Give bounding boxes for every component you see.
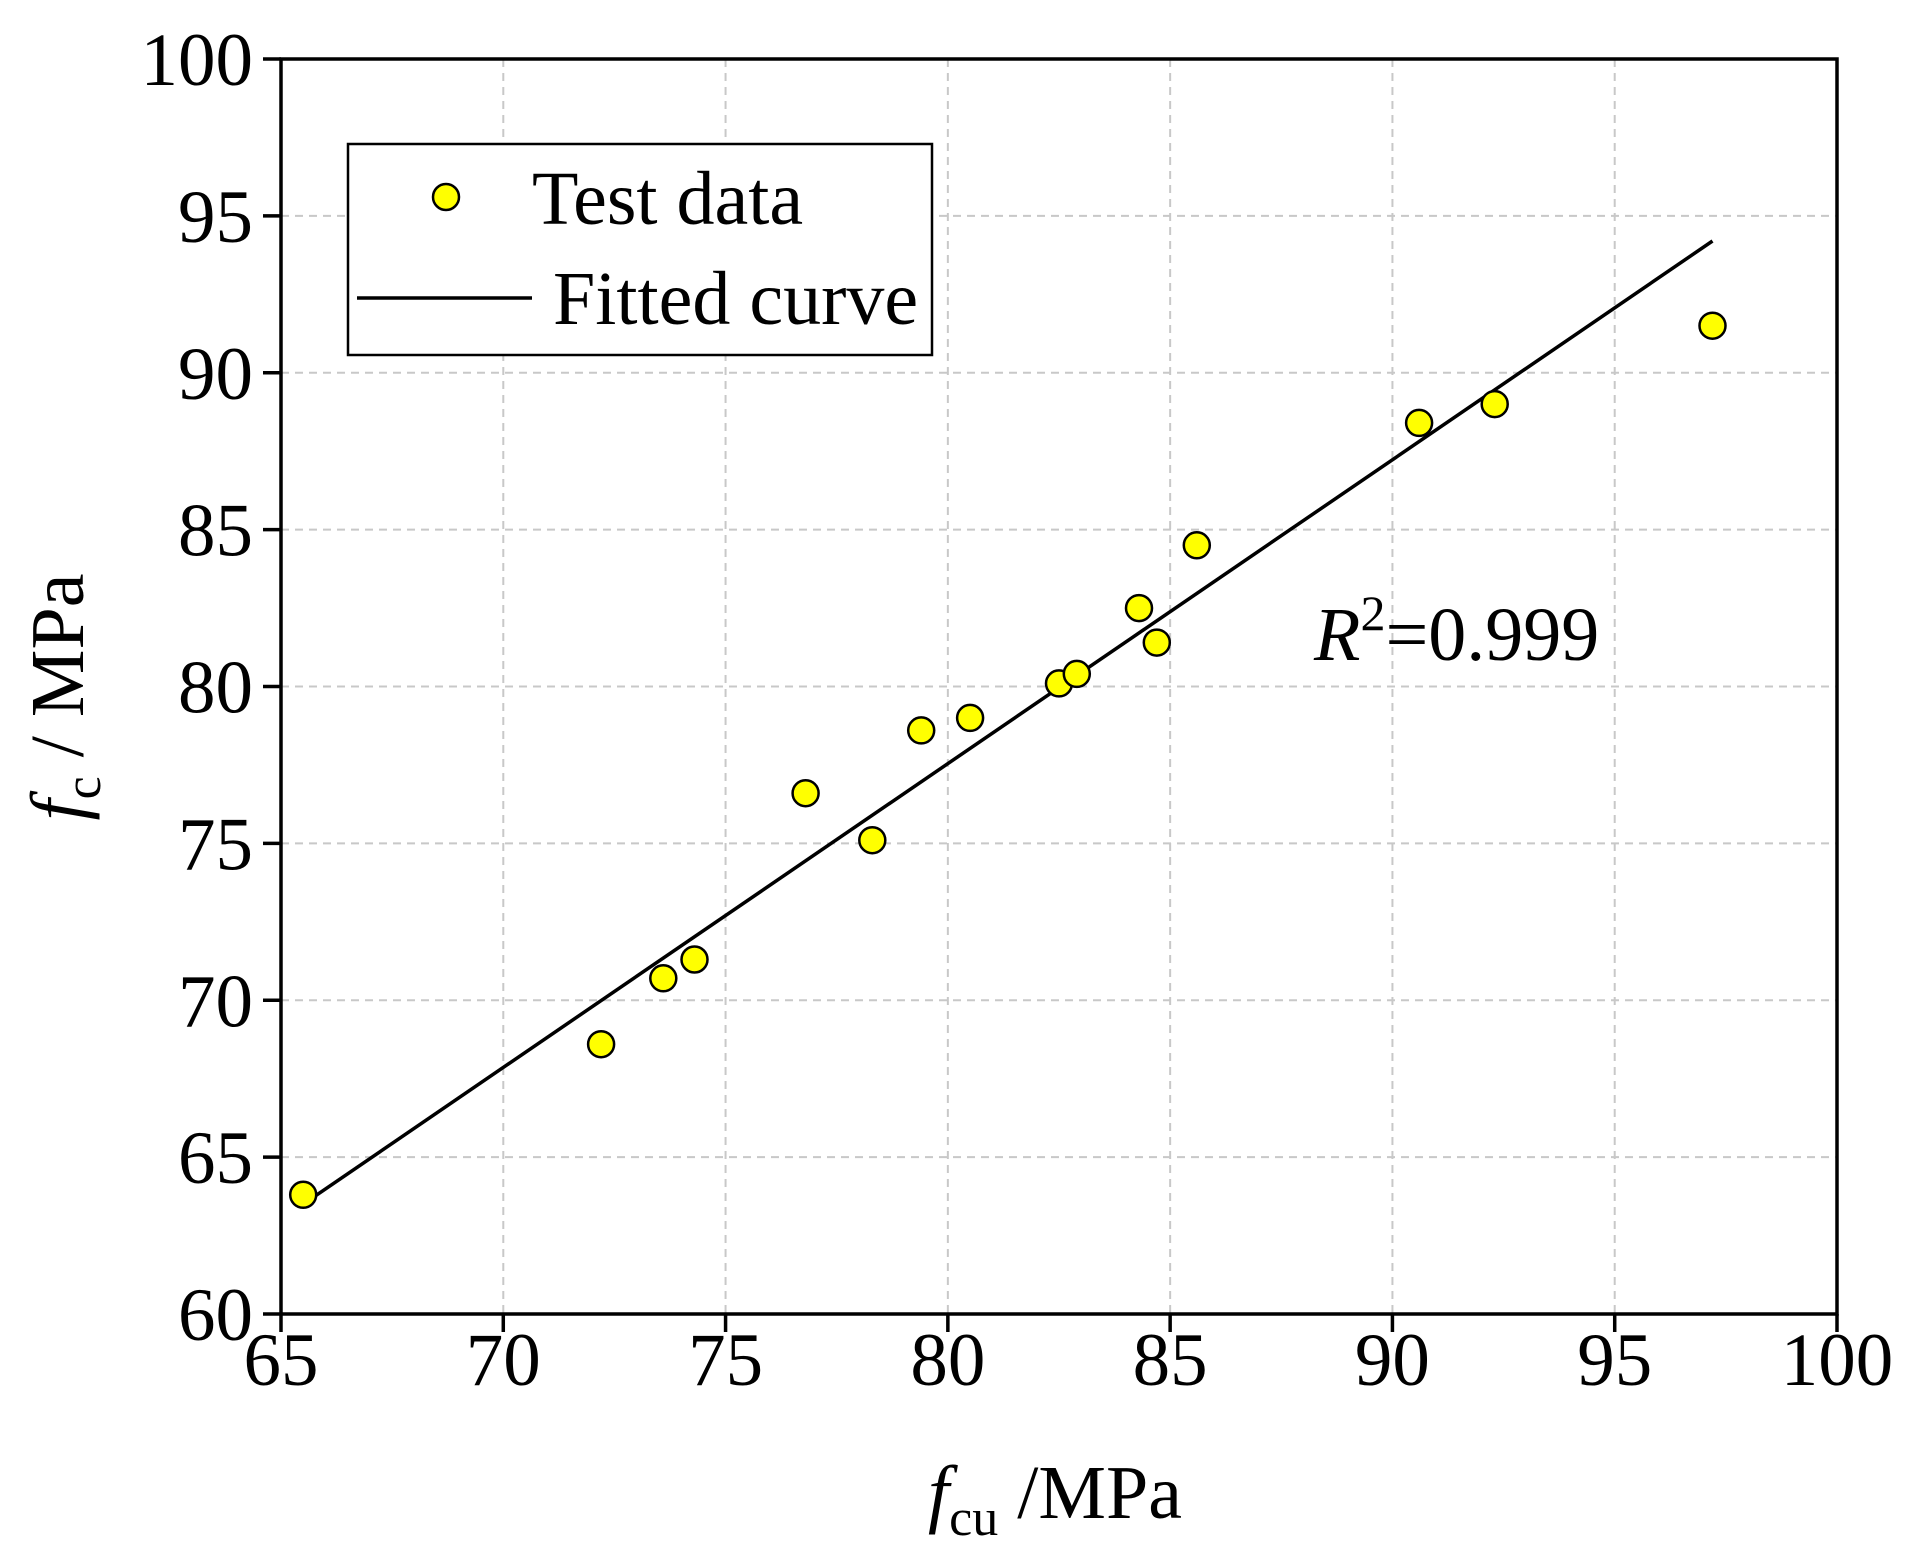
test-data-point	[1142, 628, 1172, 657]
x-tick-label: 95	[1577, 1319, 1652, 1402]
test-data-point	[1404, 408, 1434, 438]
legend-label-fitted-curve: Fitted curve	[553, 257, 918, 341]
r-squared-annotation: R2=0.999	[1313, 585, 1599, 677]
x-tick-label: 75	[688, 1319, 763, 1402]
test-data-point	[649, 964, 678, 993]
test-data-point	[1124, 593, 1154, 623]
x-tick-label: 100	[1781, 1319, 1894, 1402]
test-data-point	[858, 825, 887, 855]
y-tick-label: 65	[178, 1117, 253, 1200]
y-tick-label: 80	[178, 647, 253, 730]
test-data-point	[288, 1180, 318, 1210]
test-data-points-layer	[288, 311, 1727, 1210]
legend-box	[346, 142, 934, 357]
y-tick-label: 90	[178, 333, 253, 416]
y-tick-labels: 60 65 70 75 80 85 90 95 100	[141, 19, 254, 1357]
test-data-point	[955, 703, 985, 733]
x-axis-label-subscript: cu	[949, 1490, 998, 1547]
fitted-curve-line	[302, 239, 1714, 1206]
y-tick-label: 85	[178, 490, 253, 573]
x-tick-labels: 65 70 75 80 85 90 95 100	[244, 1319, 1894, 1402]
test-data-point	[1480, 389, 1509, 419]
x-tick-label: 65	[244, 1319, 319, 1402]
tick-marks	[263, 57, 1839, 1332]
x-tick-label: 70	[466, 1319, 541, 1402]
x-axis-label: fcu /MPa	[928, 1451, 1182, 1547]
y-tick-label: 70	[178, 960, 253, 1043]
y-axis-label-subscript: c	[55, 776, 112, 799]
y-tick-label: 95	[178, 176, 253, 259]
legend-label-test-data: Test data	[532, 157, 803, 241]
test-data-point	[1062, 659, 1092, 689]
legend: Test data Fitted curve	[346, 142, 934, 357]
y-axis-label-unit: / MPa	[16, 574, 100, 777]
test-data-point	[586, 1029, 616, 1059]
x-tick-label: 90	[1355, 1319, 1430, 1402]
x-tick-label: 80	[910, 1319, 985, 1402]
y-axis-label: fc / MPa	[16, 574, 112, 821]
x-axis-label-unit: /MPa	[998, 1451, 1182, 1535]
test-data-point	[791, 778, 820, 808]
legend-marker-test-data	[431, 182, 461, 212]
fitted-curve-layer	[302, 239, 1714, 1206]
y-tick-label: 75	[178, 803, 253, 886]
test-data-point	[1698, 311, 1727, 340]
test-data-point	[680, 945, 709, 974]
test-data-point	[1182, 531, 1212, 560]
annotation-value: =0.999	[1385, 593, 1599, 677]
test-data-point	[906, 716, 936, 745]
y-tick-label: 60	[178, 1274, 253, 1357]
y-tick-label: 100	[141, 19, 254, 102]
x-tick-label: 85	[1133, 1319, 1208, 1402]
annotation-superscript: 2	[1360, 585, 1385, 641]
annotation-symbol: R	[1313, 593, 1360, 677]
